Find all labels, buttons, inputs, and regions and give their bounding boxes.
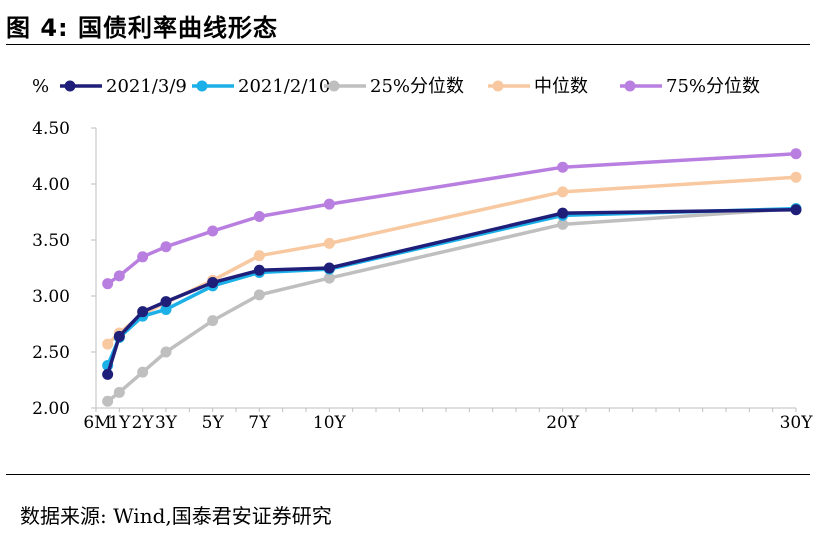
legend-item: 2021/3/9 [60, 76, 187, 97]
data-point [253, 250, 265, 262]
data-point [113, 270, 125, 282]
source-note: 数据来源: Wind,国泰君安证券研究 [20, 504, 332, 528]
x-tick-label: 6M [83, 413, 111, 433]
data-point [102, 368, 114, 380]
data-point [160, 346, 172, 358]
x-tick-label: 3Y [155, 413, 178, 433]
y-tick-label: 4.50 [32, 119, 70, 139]
data-point [207, 277, 219, 289]
legend-item: 中位数 [488, 76, 588, 97]
legend-label: 25%分位数 [370, 76, 464, 97]
x-tick-label: 2Y [132, 413, 155, 433]
data-point [137, 366, 149, 378]
x-tick-label: 5Y [202, 413, 225, 433]
series-group [102, 148, 802, 290]
data-point [137, 251, 149, 263]
y-tick-label: 3.50 [32, 231, 70, 251]
data-point [113, 386, 125, 398]
series-line [105, 152, 798, 286]
data-point [557, 161, 569, 173]
data-point [207, 315, 219, 327]
yield-curve-chart: % 2021/3/9 2021/2/10 25%分位数 中位数 75%分位数 4.504.… [32, 76, 813, 433]
legend-label: 中位数 [534, 76, 588, 97]
x-tick-label: 20Y [546, 413, 580, 433]
data-point [253, 210, 265, 222]
data-point [557, 207, 569, 219]
data-point [102, 338, 114, 350]
legend-label: 2021/2/10 [238, 76, 330, 97]
data-point [323, 262, 335, 274]
data-point [323, 198, 335, 210]
data-point [557, 186, 569, 198]
data-point [790, 148, 802, 160]
legend-swatch-marker [64, 80, 76, 92]
y-tick-label: 2.00 [32, 399, 70, 419]
y-tick-label: 3.00 [32, 287, 70, 307]
x-tick-label: 30Y [780, 413, 814, 433]
y-tick-label: 2.50 [32, 343, 70, 363]
data-point [557, 218, 569, 230]
legend-swatch-marker [328, 80, 340, 92]
legend-swatch-marker [196, 80, 208, 92]
chart-legend: % 2021/3/9 2021/2/10 25%分位数 中位数 75%分位数 [32, 76, 760, 97]
legend-label: 2021/3/9 [106, 76, 187, 97]
figure-title: 图 4: 国债利率曲线形态 [6, 14, 279, 42]
legend-item: 75%分位数 [620, 76, 760, 97]
data-point [160, 303, 172, 315]
data-point [253, 264, 265, 276]
y-tick-label: 4.00 [32, 175, 70, 195]
data-point [113, 330, 125, 342]
data-point [207, 225, 219, 237]
source-rule [6, 474, 810, 475]
legend-swatch-marker [624, 80, 636, 92]
data-point [160, 296, 172, 308]
series-group [102, 204, 802, 380]
data-point [102, 395, 114, 407]
y-axis-unit-label: % [32, 76, 49, 97]
legend-swatch-marker [492, 80, 504, 92]
title-rule [6, 44, 810, 45]
data-point [102, 278, 114, 290]
legend-item: 25%分位数 [324, 76, 464, 97]
data-point [323, 237, 335, 249]
x-tick-label: 1Y [108, 413, 131, 433]
data-point [323, 272, 335, 284]
legend-label: 75%分位数 [666, 76, 760, 97]
data-point [137, 306, 149, 318]
data-point [790, 171, 802, 183]
data-point [160, 241, 172, 253]
data-point [790, 204, 802, 216]
series-group [102, 203, 802, 371]
x-tick-label: 10Y [313, 413, 347, 433]
x-tick-label: 7Y [248, 413, 271, 433]
legend-item: 2021/2/10 [192, 76, 330, 97]
data-point [253, 289, 265, 301]
chart-series [102, 148, 802, 407]
